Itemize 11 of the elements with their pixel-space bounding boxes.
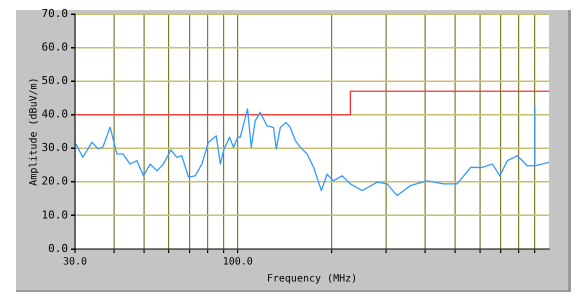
x-axis-title: Frequency (MHz) [266, 274, 358, 285]
y-tick-label: 20.0 [42, 174, 68, 188]
y-tick-label: 30.0 [42, 141, 68, 154]
y-tick-label: 40.0 [42, 108, 68, 121]
y-tick-label: 0.0 [48, 242, 68, 255]
y-tick-label: 70.0 [42, 6, 68, 20]
y-tick-label: 10.0 [42, 208, 68, 222]
x-tick-label: 100.0 [222, 256, 253, 268]
y-tick-label: 60.0 [42, 40, 68, 54]
y-tick-label: 50.0 [42, 74, 68, 87]
y-axis-title: Amplitude (dBuV/m) [28, 77, 40, 186]
